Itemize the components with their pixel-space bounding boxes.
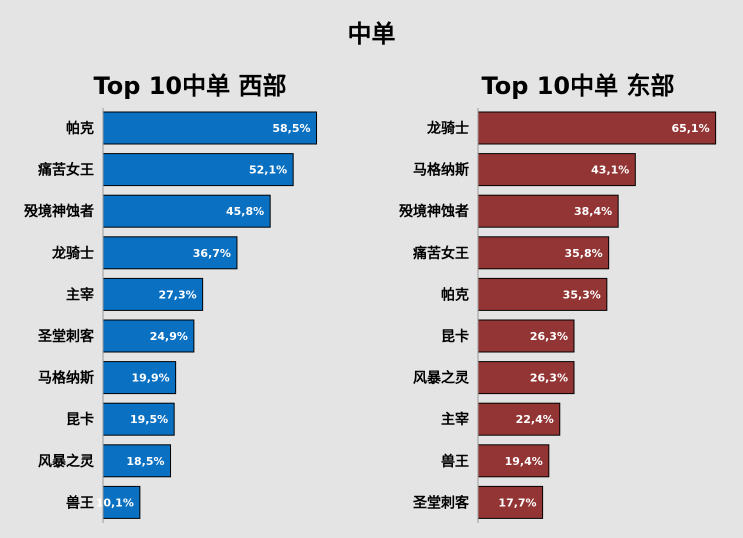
page-title: 中单 <box>347 20 396 48</box>
value-label-west-8: 18,5% <box>126 455 164 468</box>
value-label-west-3: 36,7% <box>193 247 231 260</box>
value-label-west-5: 24,9% <box>150 330 188 343</box>
bar-east-8 <box>477 444 550 478</box>
value-label-east-4: 35,3% <box>563 288 601 301</box>
chart-title-east: Top 10中单 东部 <box>481 72 675 100</box>
category-label-east-1: 马格纳斯 <box>413 162 469 179</box>
category-label-west-2: 殁境神蚀者 <box>24 203 94 220</box>
bar-chart-west: 帕克 58,5% 痛苦女王 52,1% 殁境神蚀者 45,8% 龙骑士 36,7% 主宰 27,3… <box>24 108 318 523</box>
bar-west-1 <box>102 153 294 187</box>
category-label-east-2: 殁境神蚀者 <box>399 203 469 220</box>
bar-east-9 <box>477 485 544 519</box>
value-label-east-8: 19,4% <box>505 455 543 468</box>
bar-east-7 <box>477 402 561 436</box>
value-label-east-5: 26,3% <box>530 330 568 343</box>
category-label-west-4: 主宰 <box>66 286 94 303</box>
value-label-west-1: 52,1% <box>249 164 287 177</box>
bar-east-5 <box>477 319 575 353</box>
value-label-east-1: 43,1% <box>591 164 629 177</box>
value-label-east-3: 35,8% <box>564 247 602 260</box>
chart-title-west: Top 10中单 西部 <box>93 72 287 100</box>
category-label-west-3: 龙骑士 <box>51 245 94 262</box>
value-label-west-4: 27,3% <box>158 288 196 301</box>
category-label-west-5: 圣堂刺客 <box>37 328 95 345</box>
category-label-west-7: 昆卡 <box>66 411 94 428</box>
category-label-west-6: 马格纳斯 <box>38 370 94 387</box>
value-label-west-7: 19,5% <box>130 413 168 426</box>
value-label-west-2: 45,8% <box>226 205 264 218</box>
bar-east-1 <box>477 153 636 187</box>
bar-east-0 <box>477 111 717 145</box>
bar-chart-east: 龙骑士 65,1% 马格纳斯 43,1% 殁境神蚀者 38,4% 痛苦女王 35,8% 帕克 35… <box>399 108 717 523</box>
value-label-east-2: 38,4% <box>574 205 612 218</box>
category-label-east-0: 龙骑士 <box>426 120 469 137</box>
category-label-west-1: 痛苦女王 <box>37 162 94 179</box>
bar-west-6 <box>102 361 177 395</box>
bar-west-0 <box>102 111 318 145</box>
bar-west-3 <box>102 236 238 270</box>
value-label-east-7: 22,4% <box>516 413 554 426</box>
category-label-east-7: 主宰 <box>441 411 469 428</box>
category-label-west-0: 帕克 <box>66 120 94 137</box>
value-label-west-0: 58,5% <box>272 122 310 135</box>
category-label-east-6: 风暴之灵 <box>413 370 470 387</box>
value-label-east-6: 26,3% <box>530 372 568 385</box>
bar-west-2 <box>102 194 271 228</box>
value-label-west-9: 10,1% <box>96 496 134 509</box>
category-label-east-4: 帕克 <box>441 286 469 303</box>
bar-east-6 <box>477 361 575 395</box>
category-label-east-9: 圣堂刺客 <box>412 494 470 511</box>
category-label-east-5: 昆卡 <box>441 328 469 345</box>
category-label-west-8: 风暴之灵 <box>38 453 95 470</box>
bar-west-4 <box>102 277 204 311</box>
category-label-east-8: 兽王 <box>441 453 469 470</box>
value-label-west-6: 19,9% <box>131 372 169 385</box>
bar-east-3 <box>477 236 610 270</box>
category-label-east-3: 痛苦女王 <box>412 245 469 262</box>
value-label-east-9: 17,7% <box>498 496 536 509</box>
value-label-east-0: 65,1% <box>671 122 709 135</box>
category-label-west-9: 兽王 <box>66 494 94 511</box>
